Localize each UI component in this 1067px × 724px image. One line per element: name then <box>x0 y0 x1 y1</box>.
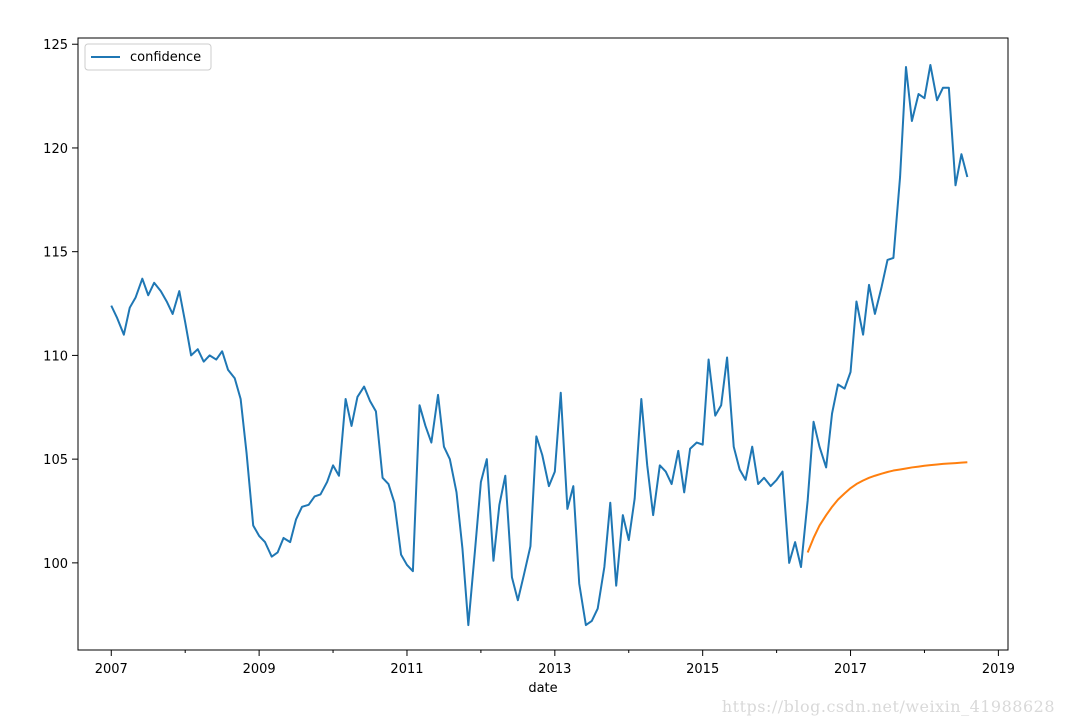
y-tick-label: 110 <box>43 349 68 364</box>
x-tick-label: 2007 <box>95 662 128 677</box>
legend: confidence <box>84 43 212 71</box>
legend-label-confidence: confidence <box>130 50 201 65</box>
series-line-confidence <box>110 63 969 627</box>
x-tick-label: 2019 <box>982 662 1015 677</box>
watermark-url: https://blog.csdn.net/weixin_41988628 <box>721 697 1055 716</box>
series-line-forecast <box>806 461 968 553</box>
plot-area-frame <box>77 37 1009 651</box>
y-axis: 100 105 110 115 120 125 <box>43 38 78 572</box>
x-tick-label: 2017 <box>834 662 867 677</box>
y-tick-label: 100 <box>43 557 68 572</box>
y-tick-label: 125 <box>43 38 68 53</box>
y-tick-label: 105 <box>43 453 68 468</box>
x-axis-title: date <box>528 681 557 696</box>
x-axis: 2007 2009 2011 2013 2015 2017 2019 <box>95 650 1015 677</box>
legend-box <box>84 43 212 71</box>
x-tick-label: 2011 <box>390 662 423 677</box>
x-tick-label: 2015 <box>686 662 719 677</box>
series-layer <box>110 63 969 627</box>
y-tick-label: 115 <box>43 246 68 261</box>
x-tick-label: 2009 <box>243 662 276 677</box>
x-tick-label: 2013 <box>538 662 571 677</box>
y-tick-label: 120 <box>43 142 68 157</box>
